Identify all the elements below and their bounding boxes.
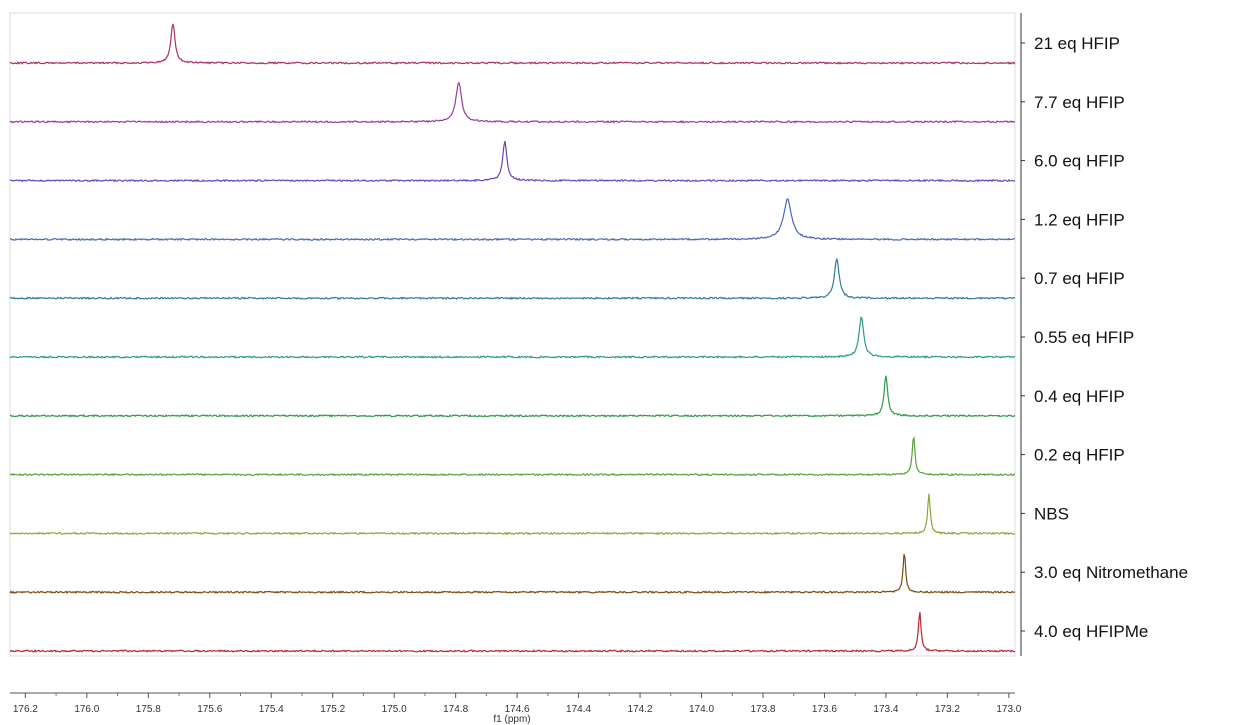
x-tick-label: 174.6 (505, 704, 530, 715)
legend-label: 4.0 eq HFIPMe (1034, 622, 1148, 641)
spectrum-line (9, 23, 1016, 65)
spectrum-line (9, 198, 1016, 242)
x-tick-label: 173.4 (873, 704, 898, 715)
legend-label: NBS (1034, 504, 1069, 523)
spectrum-line (9, 554, 1016, 595)
x-tick-label: 175.0 (382, 704, 407, 715)
spectrum-line (9, 258, 1016, 301)
spectrum-line (9, 435, 1016, 477)
x-tick-label: 173.6 (812, 704, 837, 715)
spectra-group (9, 23, 1016, 653)
legend-label: 0.4 eq HFIP (1034, 387, 1125, 406)
x-tick-label: 175.8 (136, 704, 161, 715)
x-tick-label: 175.6 (197, 704, 222, 715)
x-tick-label: 174.2 (628, 704, 653, 715)
spectrum-line (9, 493, 1016, 536)
x-tick-label: 175.4 (259, 704, 284, 715)
legend-label: 1.2 eq HFIP (1034, 210, 1125, 229)
x-tick-label: 174.0 (689, 704, 714, 715)
spectrum-line (9, 375, 1016, 418)
x-tick-label: 173.2 (935, 704, 960, 715)
x-axis-title: f1 (ppm) (493, 714, 530, 725)
x-tick-label: 175.2 (320, 704, 345, 715)
spectrum-line (9, 612, 1016, 653)
legend-label: 0.2 eq HFIP (1034, 446, 1125, 465)
legend-group: 21 eq HFIP 7.7 eq HFIP 6.0 eq HFIP 1.2 eq H… (1021, 34, 1188, 641)
x-axis: f1 (ppm) 176.2 176.0 175.8 175.6 175.4 175.2 1… (10, 692, 1022, 725)
x-tick-label: 173.8 (750, 704, 775, 715)
legend-label: 6.0 eq HFIP (1034, 152, 1125, 171)
x-tick-label: 176.0 (74, 704, 99, 715)
x-tick-label: 173.0 (996, 704, 1021, 715)
legend-label: 3.0 eq Nitromethane (1034, 563, 1188, 582)
spectrum-line (9, 140, 1016, 183)
spectrum-line (9, 316, 1016, 359)
legend-label: 0.55 eq HFIP (1034, 328, 1134, 347)
legend-label: 0.7 eq HFIP (1034, 269, 1125, 288)
x-tick-label: 176.2 (13, 704, 38, 715)
x-tick-label: 174.8 (443, 704, 468, 715)
x-tick-label: 174.4 (566, 704, 591, 715)
plot-frame (9, 12, 1016, 657)
legend-label: 7.7 eq HFIP (1034, 93, 1125, 112)
legend-label: 21 eq HFIP (1034, 34, 1120, 53)
spectrum-line (9, 81, 1016, 124)
